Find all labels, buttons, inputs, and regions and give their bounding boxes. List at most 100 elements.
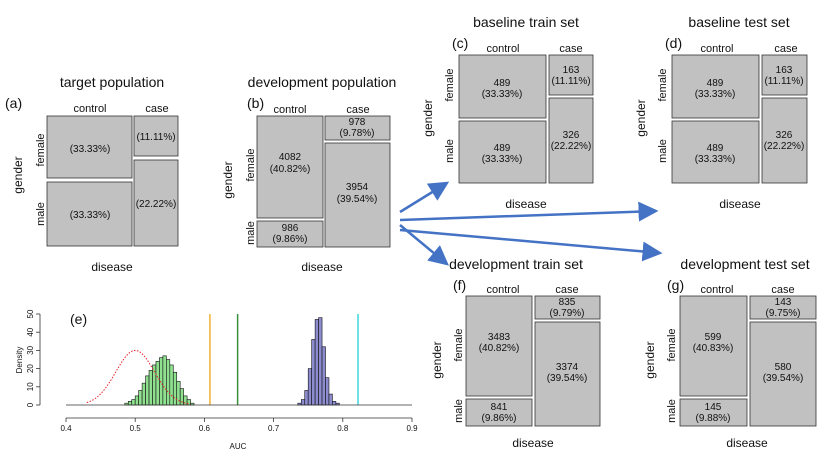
panel-d-cell-control-male	[671, 120, 760, 184]
panel-c-count-case-male: 326	[563, 130, 580, 141]
y-tick-label: 0	[26, 402, 35, 407]
panel-f-xlabel: disease	[512, 436, 554, 450]
histogram-bar	[318, 317, 323, 406]
panel-g-count-control-male: 145	[705, 402, 722, 413]
panel-g-pct-control-male: (9.88%)	[695, 413, 730, 424]
panel-e-vlines	[209, 314, 359, 405]
panel-a-col-case: case	[145, 103, 168, 115]
panel-b: development population (b) control case …	[221, 74, 396, 274]
panel-a-label: (a)	[5, 95, 22, 111]
histogram-bar	[148, 370, 153, 406]
panel-a-row-male: male	[35, 202, 47, 226]
panel-d-xlabel: disease	[719, 197, 761, 211]
panel-c-cell-control-female	[458, 54, 547, 119]
x-tick-label: 0.4	[60, 424, 72, 433]
panel-d-cell-case-female	[761, 54, 808, 96]
panel-c-xlabel: disease	[505, 197, 547, 211]
panel-a: target population (a) control case gende…	[5, 74, 179, 274]
panel-b-ylabel: gender	[221, 161, 235, 198]
panel-g-label: (g)	[667, 277, 684, 293]
panel-c-pct-case-male: (22.22%)	[551, 141, 592, 152]
panel-c-cell-case-male	[548, 97, 594, 184]
panel-g-row-male: male	[666, 399, 678, 423]
panel-b-count-case-male: 3954	[346, 182, 369, 193]
x-tick-label: 0.6	[199, 424, 211, 433]
histogram-bar	[311, 339, 316, 406]
panel-g-cell-control-male	[679, 398, 748, 427]
panel-b-count-control-male: 986	[282, 223, 299, 234]
panel-g-count-control-female: 599	[705, 332, 722, 343]
panel-f-pct-case-male: (39.54%)	[547, 373, 588, 384]
panel-b-col-case: case	[346, 104, 369, 116]
panel-d-cell-case-male	[761, 97, 808, 184]
panel-a-pct-control-male: (33.33%)	[70, 210, 111, 221]
panel-d-count-control-female: 489	[707, 78, 724, 89]
panel-b-count-control-female: 4082	[279, 152, 302, 163]
panel-g-row-female: female	[666, 328, 678, 361]
panel-a-cell-case-female	[133, 115, 179, 157]
panel-d-pct-control-female: (33.33%)	[695, 89, 736, 100]
panel-e-red-curve	[86, 349, 190, 405]
panel-d-count-control-male: 489	[707, 143, 724, 154]
histogram-bar	[138, 390, 143, 406]
panel-e-y-ticks: 0 10 20 30 40 50	[26, 309, 40, 407]
panel-f-cell-control-male	[465, 398, 533, 427]
panel-f-cell-control-female	[465, 295, 533, 397]
panel-b-count-case-female: 978	[349, 117, 366, 128]
panel-b-title: development population	[248, 74, 397, 90]
panel-f-pct-control-female: (40.82%)	[479, 343, 520, 354]
panel-b-row-female: female	[245, 148, 257, 181]
panel-b-xlabel: disease	[301, 260, 343, 274]
panel-d-row-female: female	[657, 68, 669, 101]
panel-f-ylabel: gender	[430, 341, 444, 378]
panel-b-cell-control-female	[256, 115, 324, 219]
histogram-bar	[155, 361, 160, 406]
panel-b-cell-case-male	[324, 142, 391, 248]
panel-d: baseline test set (d) control case gende…	[634, 14, 808, 211]
panel-c-col-case: case	[559, 43, 582, 55]
panel-g-title: development test set	[680, 256, 809, 272]
panel-f-pct-case-female: (9.79%)	[549, 308, 584, 319]
panel-b-label: (b)	[247, 95, 264, 111]
panel-f-label: (f)	[453, 277, 466, 293]
histogram-bar	[162, 355, 167, 406]
panel-c-cell-case-female	[548, 54, 594, 96]
y-tick-label: 20	[26, 364, 35, 373]
panel-g-count-case-female: 143	[775, 297, 792, 308]
panel-e-xlabel: AUC	[230, 442, 247, 451]
panel-f-count-control-male: 841	[491, 402, 508, 413]
panel-d-col-control: control	[700, 43, 733, 55]
histogram-bar	[141, 382, 146, 406]
panel-c-col-control: control	[486, 43, 519, 55]
panel-g-pct-case-female: (9.75%)	[765, 308, 800, 319]
panel-c-count-case-female: 163	[563, 65, 580, 76]
panel-d-col-case: case	[774, 43, 797, 55]
histogram-bar	[328, 393, 333, 406]
panel-a-cell-case-male	[133, 159, 179, 247]
panel-f-cell-case-male	[534, 321, 601, 427]
panel-g: development test set (g) control case ge…	[643, 256, 817, 450]
panel-e-label: (e)	[70, 311, 87, 327]
histogram-bar	[134, 395, 139, 406]
panel-g-count-case-male: 580	[775, 362, 792, 373]
panel-f-row-female: female	[453, 328, 465, 361]
panel-f-col-control: control	[486, 284, 519, 296]
x-tick-label: 0.5	[130, 424, 142, 433]
panel-f-cell-case-female	[534, 295, 601, 320]
panel-d-pct-control-male: (33.33%)	[695, 154, 736, 165]
panel-d-row-male: male	[657, 139, 669, 163]
histogram-bar	[179, 388, 184, 406]
panel-d-count-case-female: 163	[776, 65, 793, 76]
histogram-bar	[304, 390, 309, 406]
panel-c-pct-case-female: (11.11%)	[551, 76, 590, 87]
panel-f-count-case-female: 835	[559, 297, 576, 308]
histogram-bar	[186, 399, 191, 406]
panel-d-label: (d)	[665, 35, 682, 51]
panel-c-ylabel: gender	[421, 99, 435, 136]
panel-c-cell-control-male	[458, 120, 547, 184]
panel-g-cell-case-male	[749, 321, 817, 427]
panel-c-row-male: male	[444, 139, 456, 163]
histogram-bar	[307, 368, 312, 406]
panel-d-ylabel: gender	[634, 99, 648, 136]
arrow-to-baseline-train	[399, 181, 450, 214]
